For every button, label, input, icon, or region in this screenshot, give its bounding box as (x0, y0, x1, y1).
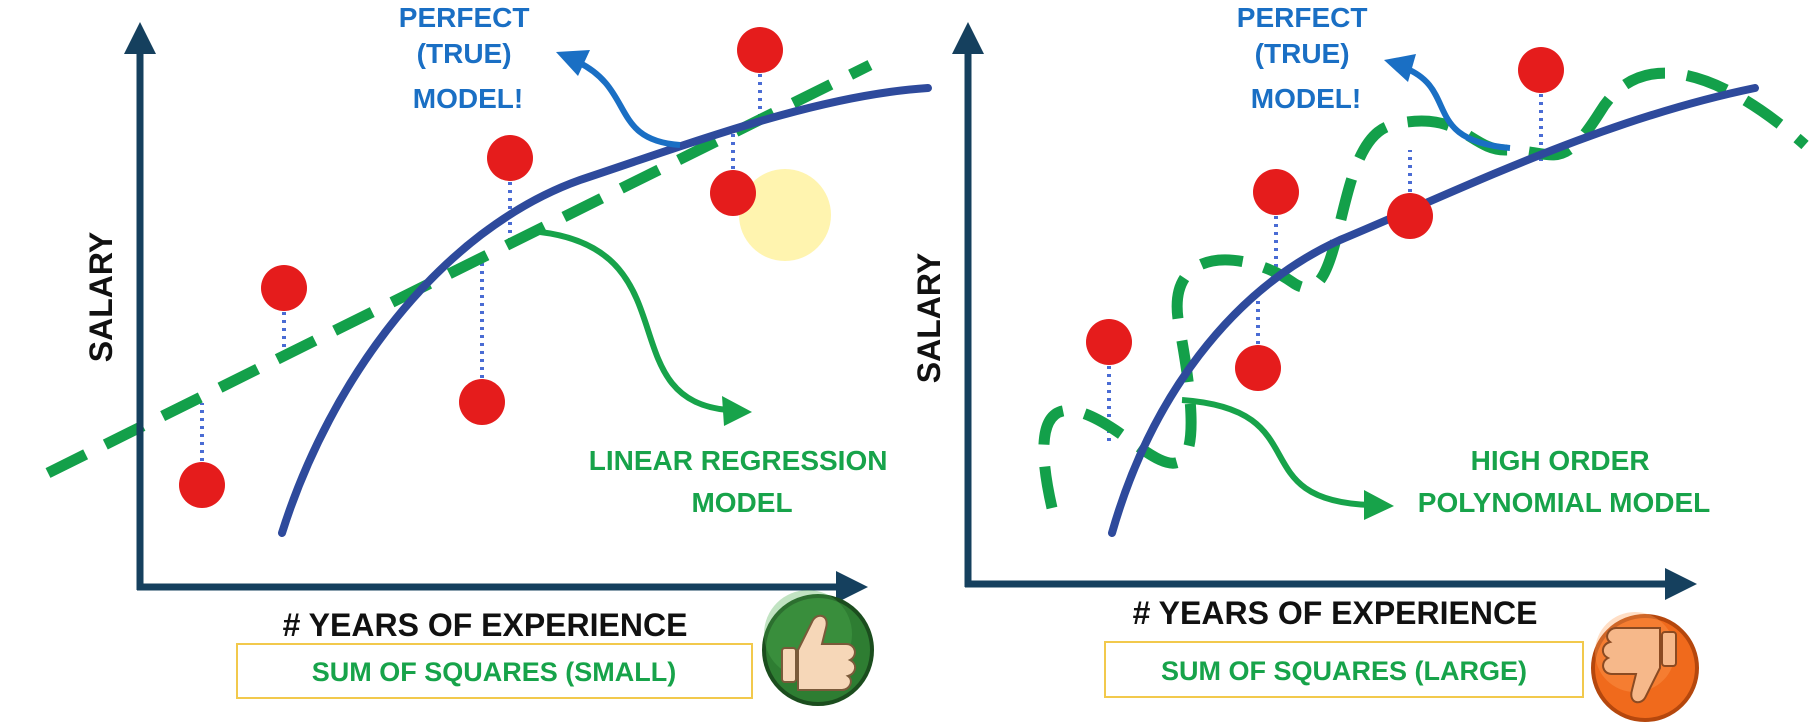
true-model-arrow (1403, 65, 1511, 151)
data-point (1387, 193, 1433, 239)
x-axis-label: # YEARS OF EXPERIENCE (283, 607, 688, 643)
data-point (459, 379, 505, 425)
data-point (487, 135, 533, 181)
x-axis-label: # YEARS OF EXPERIENCE (1133, 595, 1538, 631)
x-axis-arrowhead (836, 571, 868, 603)
true-model-arrow (576, 59, 681, 148)
true-model-curve (1108, 84, 1759, 537)
linear-regression-line (45, 60, 873, 478)
model-arrow (539, 229, 729, 413)
model-arrow (1181, 397, 1371, 508)
y-axis-arrowhead (952, 22, 984, 54)
right-panel: PERFECT (TRUE) MODEL! HIGH ORDER POLYNOM… (911, 2, 1809, 722)
polynomial-model-curve (1038, 67, 1809, 510)
left-axes (124, 22, 868, 603)
cursor-highlight (739, 169, 831, 261)
left-panel: PERFECT (TRUE) MODEL! LINEAR REGRESSION … (45, 2, 932, 706)
result-box (1104, 641, 1584, 698)
data-point (1253, 169, 1299, 215)
data-point (1086, 319, 1132, 365)
true-model-curve (278, 84, 932, 537)
data-point (710, 170, 756, 216)
data-point (737, 27, 783, 73)
data-point (179, 462, 225, 508)
result-box (236, 643, 753, 699)
y-axis-label: SALARY (83, 232, 119, 362)
model-arrowhead (722, 396, 752, 426)
true-model-arrowhead (1384, 54, 1416, 82)
right-axes (952, 22, 1697, 600)
y-axis-label: SALARY (911, 253, 947, 383)
y-axis-arrowhead (124, 22, 156, 54)
true-model-label: PERFECT (TRUE) MODEL! (1237, 2, 1375, 114)
data-point (1518, 47, 1564, 93)
model-label: LINEAR REGRESSION MODEL (589, 445, 895, 518)
result-label: SUM OF SQUARES (SMALL) (312, 657, 677, 687)
data-point (1235, 345, 1281, 391)
left-data-points (179, 27, 783, 508)
result-label: SUM OF SQUARES (LARGE) (1161, 656, 1527, 686)
right-data-points (1086, 47, 1564, 391)
model-arrowhead (1364, 490, 1394, 520)
true-model-label: PERFECT (TRUE) MODEL! (399, 2, 537, 114)
true-model-arrowhead (556, 50, 590, 76)
data-point (261, 265, 307, 311)
x-axis-arrowhead (1665, 568, 1697, 600)
thumbs-up-icon (762, 590, 874, 706)
thumbs-down-icon (1591, 612, 1699, 722)
model-label: HIGH ORDER POLYNOMIAL MODEL (1418, 445, 1710, 518)
